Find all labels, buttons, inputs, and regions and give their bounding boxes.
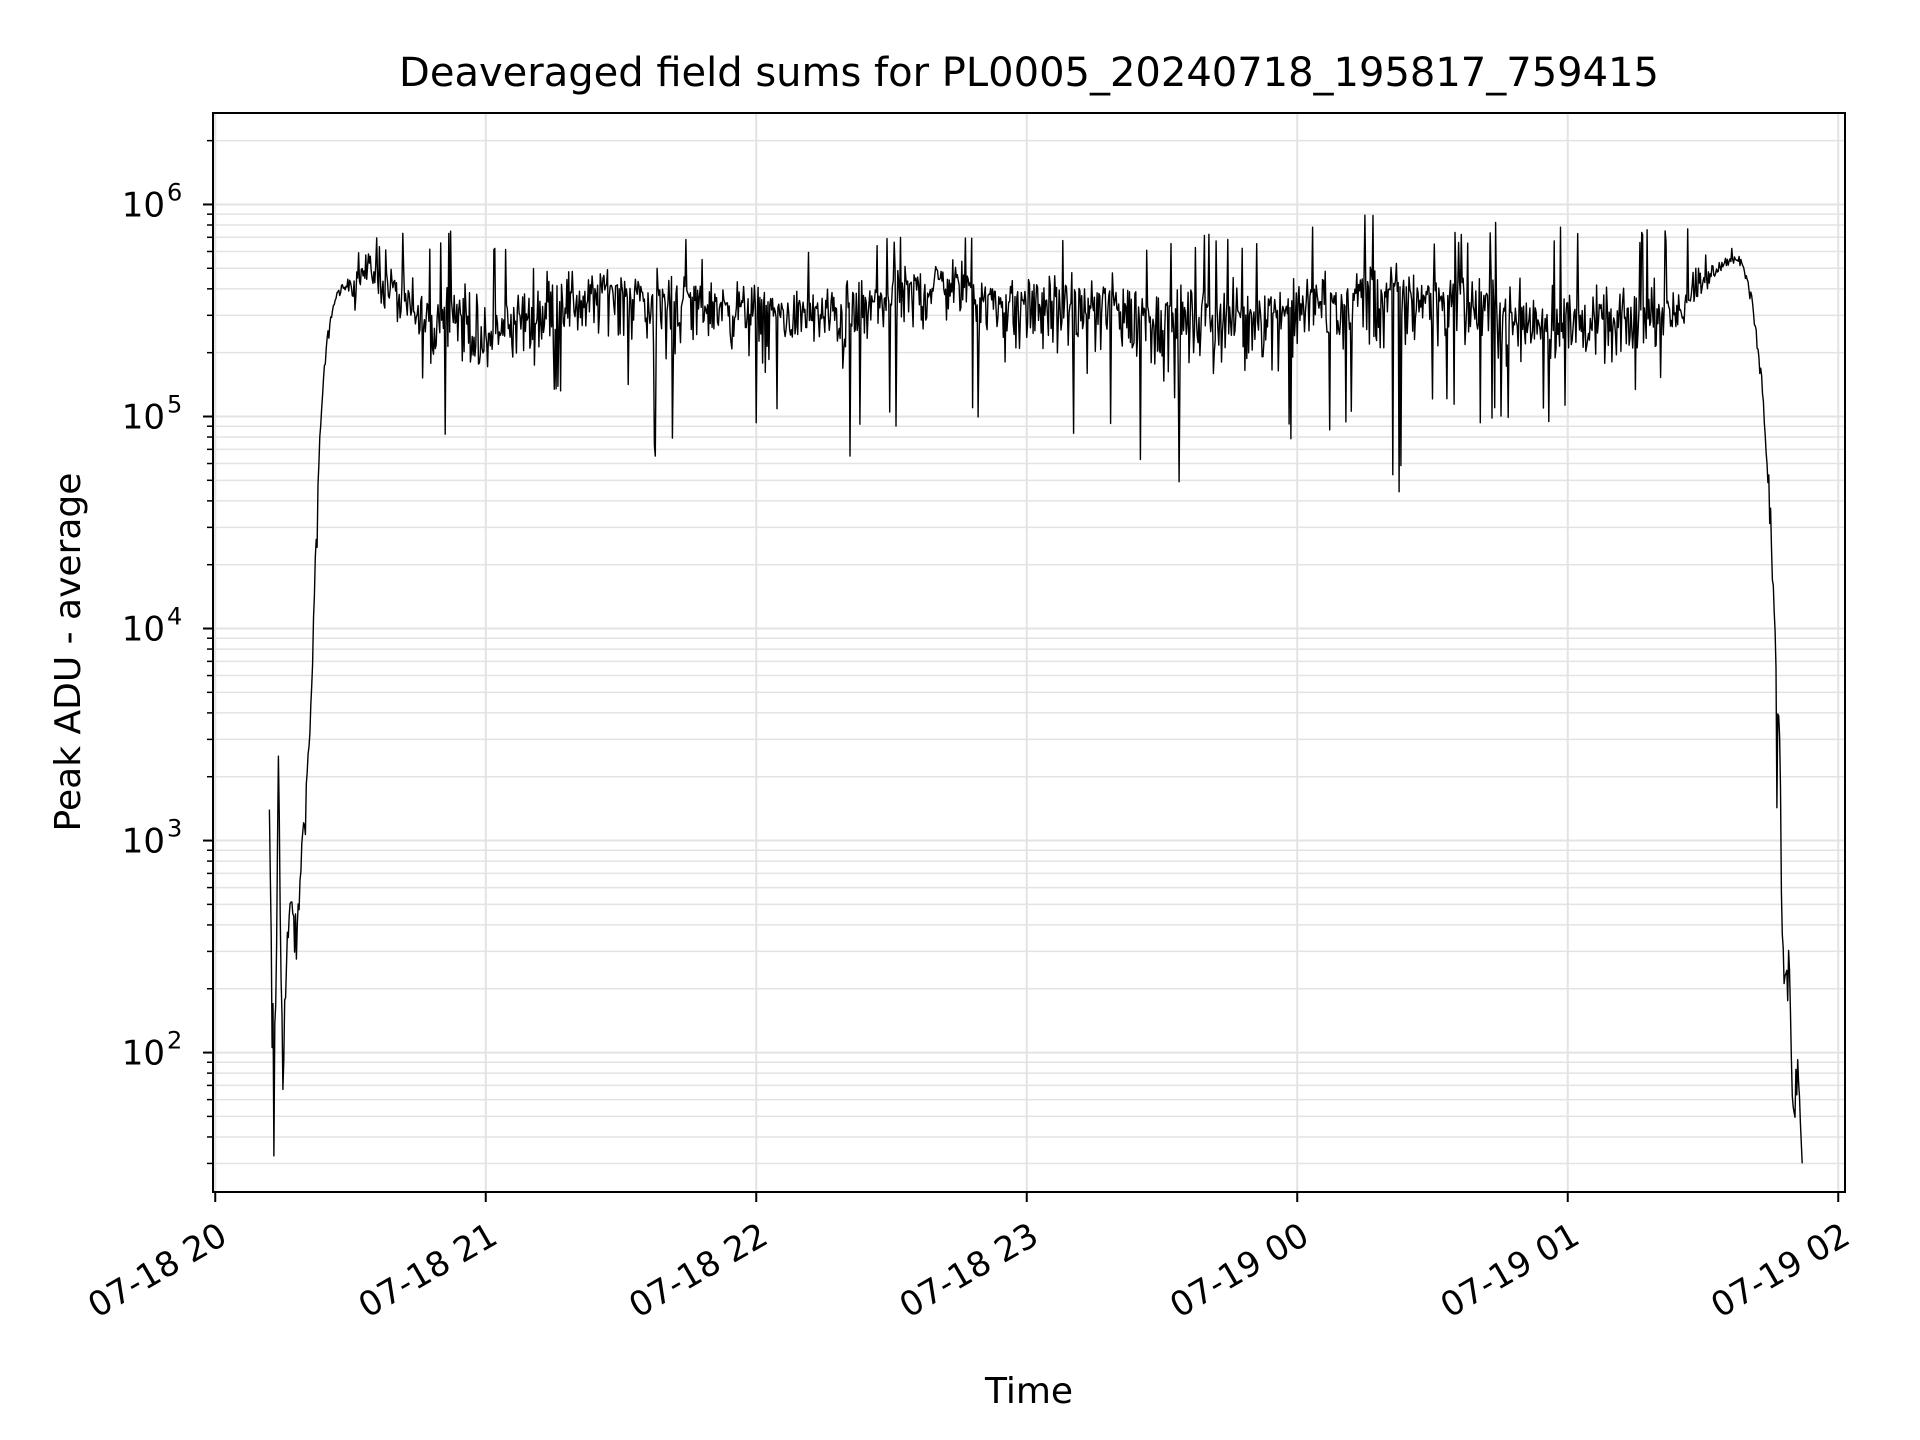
grid bbox=[213, 113, 1845, 1192]
y-tick-exponent: 5 bbox=[167, 390, 182, 418]
y-tick-label: 10 bbox=[122, 822, 165, 862]
y-axis-label: Peak ADU - average bbox=[48, 473, 89, 832]
series-line bbox=[268, 214, 1803, 1164]
x-axis-label: Time bbox=[984, 1371, 1073, 1412]
y-tick-exponent: 3 bbox=[167, 815, 182, 843]
y-tick-exponent: 4 bbox=[167, 603, 182, 631]
y-tick-label: 10 bbox=[122, 610, 165, 650]
y-tick-exponent: 6 bbox=[167, 178, 182, 206]
plot-area bbox=[268, 214, 1803, 1164]
y-tick-label: 10 bbox=[122, 1034, 165, 1074]
chart-title: Deaveraged field sums for PL0005_2024071… bbox=[399, 50, 1659, 96]
y-tick-exponent: 2 bbox=[167, 1027, 182, 1055]
y-tick-label: 10 bbox=[122, 185, 165, 225]
plot-frame bbox=[212, 112, 1846, 1193]
y-tick-label: 10 bbox=[122, 397, 165, 437]
